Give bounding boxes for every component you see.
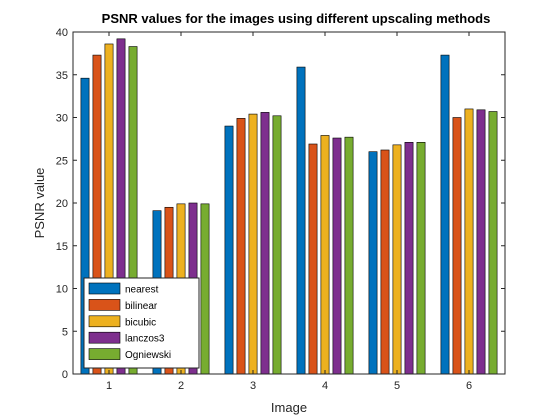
bar-bicubic-image-4 xyxy=(320,135,330,375)
x-tick-label: 2 xyxy=(178,380,184,392)
bar-bicubic-image-6 xyxy=(464,108,474,375)
legend-label-lanczos3: lanczos3 xyxy=(125,334,165,345)
bar-ogniewski-image-5 xyxy=(416,142,426,375)
chart-title: PSNR values for the images using differe… xyxy=(102,11,491,26)
y-tick-label: 20 xyxy=(56,198,68,210)
legend: nearest bilinear bicubic lanczos3 Ogniewski xyxy=(83,277,200,369)
y-tick-label: 10 xyxy=(56,284,68,296)
legend-swatch-lanczos3 xyxy=(88,331,121,344)
y-axis: 0 5 10 15 20 25 30 35 40 xyxy=(56,27,505,381)
legend-label-bilinear: bilinear xyxy=(125,301,158,312)
y-tick-label: 35 xyxy=(56,70,68,82)
x-tick-label: 4 xyxy=(322,380,328,392)
bar-lanczos3-image-5 xyxy=(404,142,414,375)
bar-bilinear-image-3 xyxy=(236,118,246,375)
bar-bilinear-image-6 xyxy=(452,117,462,375)
legend-label-nearest: nearest xyxy=(125,285,159,296)
bar-bilinear-image-4 xyxy=(308,143,318,375)
bar-lanczos3-image-6 xyxy=(476,109,486,375)
bar-bicubic-image-3 xyxy=(248,113,258,375)
legend-swatch-nearest xyxy=(88,282,121,295)
x-tick-label: 3 xyxy=(250,380,256,392)
x-axis-label: Image xyxy=(271,400,307,415)
bar-bilinear-image-5 xyxy=(380,149,390,375)
y-tick-label: 30 xyxy=(56,113,68,125)
bar-lanczos3-image-4 xyxy=(332,137,342,375)
bar-ogniewski-image-6 xyxy=(488,111,498,375)
y-tick-label: 40 xyxy=(56,27,68,39)
x-axis: 1 2 3 4 5 6 xyxy=(106,32,472,392)
bar-ogniewski-image-4 xyxy=(344,136,354,375)
legend-swatch-bilinear xyxy=(88,299,121,311)
legend-label-bicubic: bicubic xyxy=(125,317,156,328)
y-tick-label: 25 xyxy=(56,155,68,167)
x-tick-label: 5 xyxy=(394,380,400,392)
bar-bicubic-image-5 xyxy=(392,144,402,375)
legend-swatch-ogniewski xyxy=(88,348,121,360)
bar-ogniewski-image-3 xyxy=(272,115,282,375)
bar-nearest-image-4 xyxy=(296,66,306,375)
bar-nearest-image-6 xyxy=(440,54,450,375)
bar-nearest-image-5 xyxy=(368,151,378,375)
y-tick-label: 15 xyxy=(56,241,68,253)
legend-label-ogniewski: Ogniewski xyxy=(125,350,171,361)
x-tick-label: 1 xyxy=(106,380,112,392)
y-tick-label: 0 xyxy=(62,369,68,381)
y-axis-label: PSNR value xyxy=(32,168,47,239)
legend-swatch-bicubic xyxy=(88,315,121,328)
bar-lanczos3-image-3 xyxy=(260,112,270,375)
bar-ogniewski-image-2 xyxy=(200,203,210,375)
y-tick-label: 5 xyxy=(62,326,68,338)
bar-nearest-image-3 xyxy=(224,125,234,375)
x-tick-label: 6 xyxy=(466,380,472,392)
